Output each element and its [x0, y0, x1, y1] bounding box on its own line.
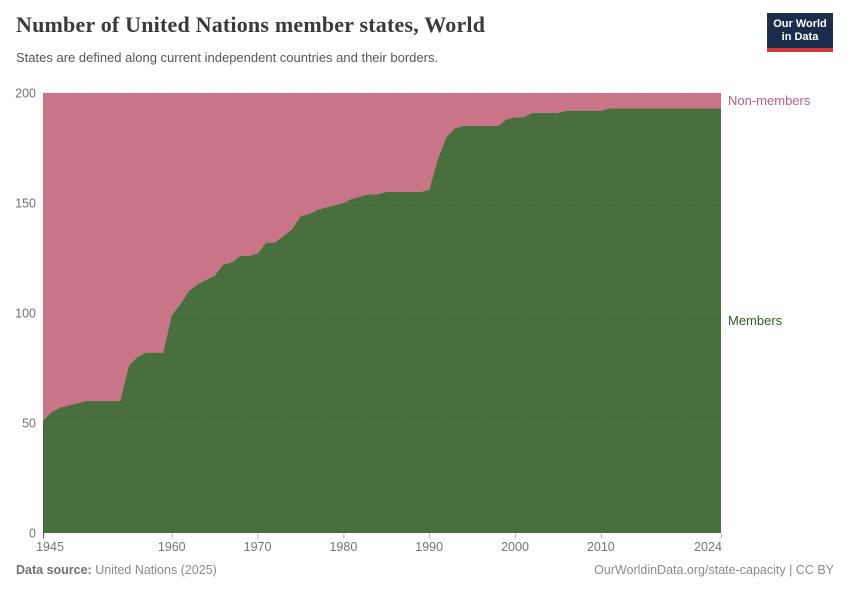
x-tick-label: 1970: [244, 540, 272, 554]
y-tick-label: 50: [22, 417, 36, 431]
owid-logo-line2: in Data: [781, 31, 819, 43]
owid-logo: Our World in Data: [767, 13, 833, 52]
non-members-series-label: Non-members: [728, 93, 811, 108]
data-source-label: Data source:: [16, 563, 92, 577]
members-series-label: Members: [728, 313, 783, 328]
data-source-value: United Nations (2025): [95, 563, 217, 577]
x-tick-label: 1990: [415, 540, 443, 554]
y-tick-label: 150: [15, 197, 36, 211]
x-tick-label: 2010: [587, 540, 615, 554]
x-tick-label: 1960: [158, 540, 186, 554]
owid-logo-line1: Our World: [773, 18, 827, 30]
non-members-area: [43, 93, 721, 421]
y-tick-label: 100: [15, 307, 36, 321]
y-tick-label: 200: [15, 87, 36, 101]
y-tick-label: 0: [29, 527, 36, 541]
gridlines: [43, 92, 721, 424]
page-title: Number of United Nations member states, …: [16, 12, 486, 37]
members-area: [43, 108, 721, 534]
data-source: Data source: United Nations (2025): [16, 563, 217, 577]
x-tick-label: 2024: [694, 540, 722, 554]
x-tick-label: 1980: [329, 540, 357, 554]
x-tick-label: 1945: [36, 540, 64, 554]
stacked-area-chart: 0 50 100 150 200 1945 1960 1970 1980 1990 2000 2010…: [15, 87, 811, 555]
credit-line: OurWorldinData.org/state-capacity | CC B…: [594, 563, 834, 577]
area-layers: [43, 93, 721, 534]
page-subtitle: States are defined along current indepen…: [16, 50, 439, 65]
x-tick-label: 2000: [501, 540, 529, 554]
axes: 0 50 100 150 200 1945 1960 1970 1980 1990 2000 2010…: [15, 87, 722, 554]
chart-footer: Data source: United Nations (2025) OurWo…: [16, 563, 834, 577]
